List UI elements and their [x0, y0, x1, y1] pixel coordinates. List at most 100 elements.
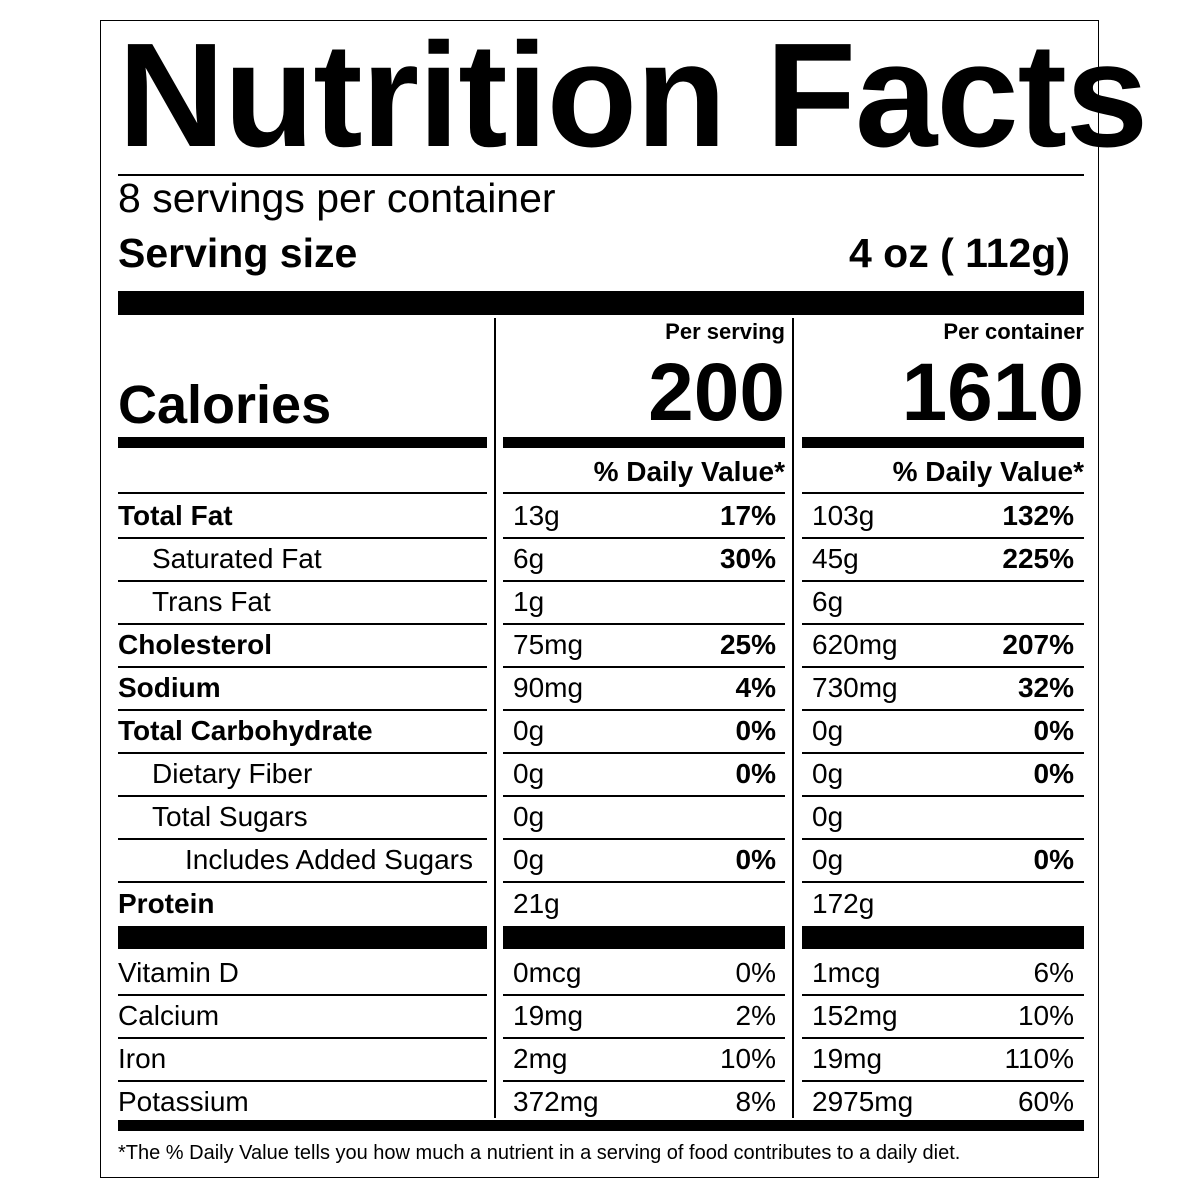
row-divider — [802, 1080, 1084, 1082]
serving-daily-value: 10% — [719, 1043, 776, 1074]
container-daily-value: 10% — [1017, 1000, 1074, 1031]
calories-per-serving: 200 — [648, 347, 785, 438]
nutrient-name: Trans Fat — [152, 586, 271, 617]
serving-thick-bar — [118, 291, 1084, 315]
nutrient-name: Cholesterol — [118, 629, 273, 660]
serving-amount: 0g — [513, 801, 545, 832]
serving-amount: 0g — [513, 844, 545, 875]
footnote-bar — [118, 1120, 1084, 1131]
row-divider — [802, 580, 1084, 582]
vitamin-bar-name — [118, 926, 487, 949]
vitamin-bar-container — [802, 926, 1084, 949]
row-divider — [118, 709, 487, 711]
vitamin-bar-serving — [503, 926, 785, 949]
row-divider — [503, 709, 785, 711]
container-daily-value: 0% — [1033, 715, 1074, 746]
nutrient-name: Includes Added Sugars — [185, 844, 473, 875]
row-divider — [118, 881, 487, 883]
nutrient-name: Saturated Fat — [152, 543, 322, 574]
nutrient-name: Iron — [118, 1043, 167, 1074]
per-serving-label: Per serving — [665, 319, 785, 344]
column-divider-left — [494, 318, 496, 1118]
serving-amount: 19mg — [513, 1000, 584, 1031]
container-daily-value: 0% — [1033, 758, 1074, 789]
row-divider — [118, 1080, 487, 1082]
servings-per-container: 8 servings per container — [118, 175, 556, 221]
serving-amount: 0g — [513, 758, 545, 789]
row-divider — [503, 994, 785, 996]
container-amount: 152mg — [812, 1000, 898, 1031]
row-divider — [118, 838, 487, 840]
container-daily-value: 110% — [1004, 1043, 1074, 1074]
serving-amount: 0mcg — [513, 957, 582, 988]
row-divider — [503, 623, 785, 625]
label-title: Nutrition Facts — [118, 13, 1148, 178]
row-divider — [802, 623, 1084, 625]
dv-header-line-serving — [503, 492, 785, 494]
nutrient-name: Total Carbohydrate — [118, 715, 373, 746]
row-divider — [118, 994, 487, 996]
serving-daily-value: 17% — [719, 500, 776, 531]
row-divider — [118, 1037, 487, 1039]
serving-daily-value: 4% — [735, 672, 776, 703]
nutrient-name: Dietary Fiber — [152, 758, 313, 789]
container-daily-value: 207% — [1002, 629, 1074, 660]
row-divider — [503, 1080, 785, 1082]
container-amount: 1mcg — [812, 957, 881, 988]
nutrient-name: Protein — [118, 888, 215, 919]
container-amount: 620mg — [812, 629, 898, 660]
dv-header-line-container — [802, 492, 1084, 494]
nutrient-name: Vitamin D — [118, 957, 239, 988]
serving-daily-value: 0% — [735, 715, 776, 746]
row-divider — [503, 1037, 785, 1039]
calories-label: Calories — [118, 375, 332, 435]
row-divider — [118, 537, 487, 539]
row-divider — [802, 994, 1084, 996]
container-daily-value: 0% — [1033, 844, 1074, 875]
serving-amount: 2mg — [513, 1043, 568, 1074]
serving-amount: 0g — [513, 715, 545, 746]
container-amount: 730mg — [812, 672, 898, 703]
container-daily-value: 6% — [1033, 957, 1074, 988]
serving-amount: 372mg — [513, 1086, 599, 1117]
row-divider — [802, 1037, 1084, 1039]
container-amount: 19mg — [812, 1043, 883, 1074]
calories-bar-serving — [503, 437, 785, 448]
per-container-label: Per container — [943, 319, 1084, 344]
container-amount: 0g — [812, 715, 844, 746]
container-amount: 2975mg — [812, 1086, 914, 1117]
nutrition-label — [100, 20, 1099, 1178]
nutrient-name: Potassium — [118, 1086, 249, 1117]
row-divider — [503, 752, 785, 754]
row-divider — [802, 795, 1084, 797]
row-divider — [503, 537, 785, 539]
calories-bar-name — [118, 437, 487, 448]
container-daily-value: 32% — [1017, 672, 1074, 703]
serving-daily-value: 30% — [719, 543, 776, 574]
container-amount: 0g — [812, 758, 844, 789]
row-divider — [802, 881, 1084, 883]
footnote: *The % Daily Value tells you how much a … — [118, 1142, 961, 1164]
nutrient-name: Total Sugars — [152, 801, 308, 832]
nutrient-name: Sodium — [118, 672, 221, 703]
row-divider — [802, 752, 1084, 754]
calories-per-container: 1610 — [901, 347, 1084, 438]
daily-value-header-serving: % Daily Value* — [593, 456, 785, 487]
row-divider — [118, 795, 487, 797]
row-divider — [503, 795, 785, 797]
row-divider — [503, 881, 785, 883]
serving-amount: 75mg — [513, 629, 584, 660]
nutrient-name: Calcium — [118, 1000, 220, 1031]
container-daily-value: 132% — [1002, 500, 1074, 531]
daily-value-header-container: % Daily Value* — [892, 456, 1084, 487]
serving-amount: 13g — [513, 500, 560, 531]
container-amount: 0g — [812, 801, 844, 832]
row-divider — [802, 666, 1084, 668]
container-amount: 172g — [812, 888, 875, 919]
row-divider — [802, 838, 1084, 840]
serving-daily-value: 2% — [735, 1000, 776, 1031]
serving-daily-value: 0% — [735, 957, 776, 988]
calories-bar-container — [802, 437, 1084, 448]
row-divider — [503, 838, 785, 840]
serving-daily-value: 25% — [719, 629, 776, 660]
